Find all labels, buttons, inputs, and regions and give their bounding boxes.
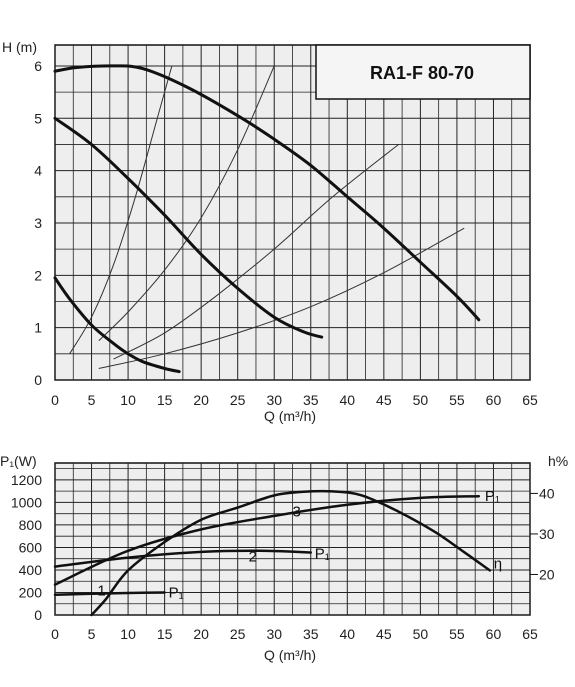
- y-tick-label: 2: [34, 267, 42, 283]
- x-tick-label: 30: [266, 626, 282, 642]
- x-tick-label: 0: [51, 392, 59, 408]
- y-tick-label: 400: [19, 562, 43, 578]
- power-curve-label: P₁: [169, 584, 184, 601]
- efficiency-curve: [90, 489, 492, 617]
- power-chart-grid: [54, 463, 531, 616]
- x-tick-label: 60: [486, 392, 502, 408]
- y-tick-label: 800: [19, 517, 43, 533]
- curve-number-label: 3: [292, 504, 300, 521]
- system-curve: [98, 65, 275, 342]
- y2-tick-label: 30: [539, 526, 555, 542]
- power-curve-label: P₁: [485, 488, 500, 505]
- x-tick-label: 45: [376, 626, 392, 642]
- x-tick-label: 40: [340, 626, 356, 642]
- head-x-axis-label: Q (m³/h): [264, 408, 316, 424]
- head-chart-y-ticks: 0 1 2 3 4 5 6: [34, 58, 42, 388]
- x-tick-label: 25: [230, 626, 246, 642]
- power-curve-labels: P₁ P₁ P₁ η 1 2 3: [97, 488, 502, 601]
- power-chart-x-ticks: 0 5 10 15 20 25 30 35 40 45 50 55 60 65: [51, 626, 538, 642]
- curve-number-label: 1: [97, 582, 105, 599]
- head-chart: RA1-F 80-70 0 5 10 15 20 25 30 35 40 45 50 55 60 65 0…: [2, 39, 538, 424]
- power-y-axis-label: P₁(W): [0, 453, 37, 469]
- power-curve: [53, 494, 481, 586]
- x-tick-label: 0: [51, 626, 59, 642]
- x-tick-label: 55: [449, 392, 465, 408]
- y-tick-label: 600: [19, 539, 43, 555]
- head-curve: [53, 116, 324, 339]
- x-tick-label: 5: [88, 392, 96, 408]
- x-tick-label: 5: [88, 626, 96, 642]
- x-tick-label: 55: [449, 626, 465, 642]
- system-curve: [69, 65, 173, 355]
- x-tick-label: 50: [413, 626, 429, 642]
- y-tick-label: 0: [34, 372, 42, 388]
- y2-tick-label: 40: [539, 485, 555, 501]
- efficiency-axis-label: h%: [548, 453, 568, 469]
- y-tick-label: 0: [34, 607, 42, 623]
- curve-number-label: 2: [249, 549, 257, 566]
- title-box: [315, 44, 531, 100]
- x-tick-label: 15: [157, 626, 173, 642]
- x-tick-label: 15: [157, 392, 173, 408]
- y-tick-label: 3: [34, 215, 42, 231]
- y-tick-label: 6: [34, 58, 42, 74]
- power-x-axis-label: Q (m³/h): [264, 647, 316, 663]
- efficiency-curve-label: η: [494, 555, 502, 572]
- x-tick-label: 35: [303, 626, 319, 642]
- y-tick-label: 4: [34, 163, 42, 179]
- x-tick-label: 30: [266, 392, 282, 408]
- head-y-axis-label: H (m): [2, 39, 37, 55]
- efficiency-axis-ticks: 20 30 40: [530, 485, 555, 582]
- power-curve-label: P₁: [315, 546, 330, 563]
- x-tick-label: 60: [486, 626, 502, 642]
- power-curves: [53, 489, 492, 617]
- head-curve: [53, 64, 481, 322]
- head-curve: [53, 276, 181, 374]
- x-tick-label: 10: [120, 392, 136, 408]
- chart-title: RA1-F 80-70: [370, 63, 474, 83]
- y-tick-label: 1200: [11, 472, 42, 488]
- system-curve: [113, 144, 399, 360]
- power-chart-y-ticks: 0 200 400 600 800 1000 1200: [11, 472, 42, 623]
- x-tick-label: 40: [340, 392, 356, 408]
- y2-tick-label: 20: [539, 566, 555, 582]
- y-tick-label: 5: [34, 110, 42, 126]
- x-tick-label: 45: [376, 392, 392, 408]
- power-chart: 0 5 10 15 20 25 30 35 40 45 50 55 60 65 0 200 400 600 800…: [0, 453, 568, 663]
- x-tick-label: 65: [522, 392, 538, 408]
- head-chart-grid: [54, 45, 531, 381]
- head-chart-x-ticks: 0 5 10 15 20 25 30 35 40 45 50 55 60 65: [51, 392, 538, 408]
- x-tick-label: 10: [120, 626, 136, 642]
- head-curves: [53, 64, 481, 374]
- x-tick-label: 35: [303, 392, 319, 408]
- power-curve: [53, 549, 313, 568]
- x-tick-label: 20: [193, 392, 209, 408]
- y-tick-label: 1: [34, 320, 42, 336]
- x-tick-label: 65: [522, 626, 538, 642]
- y-tick-label: 1000: [11, 494, 42, 510]
- x-tick-label: 25: [230, 392, 246, 408]
- x-tick-label: 20: [193, 626, 209, 642]
- y-tick-label: 200: [19, 584, 43, 600]
- x-tick-label: 50: [413, 392, 429, 408]
